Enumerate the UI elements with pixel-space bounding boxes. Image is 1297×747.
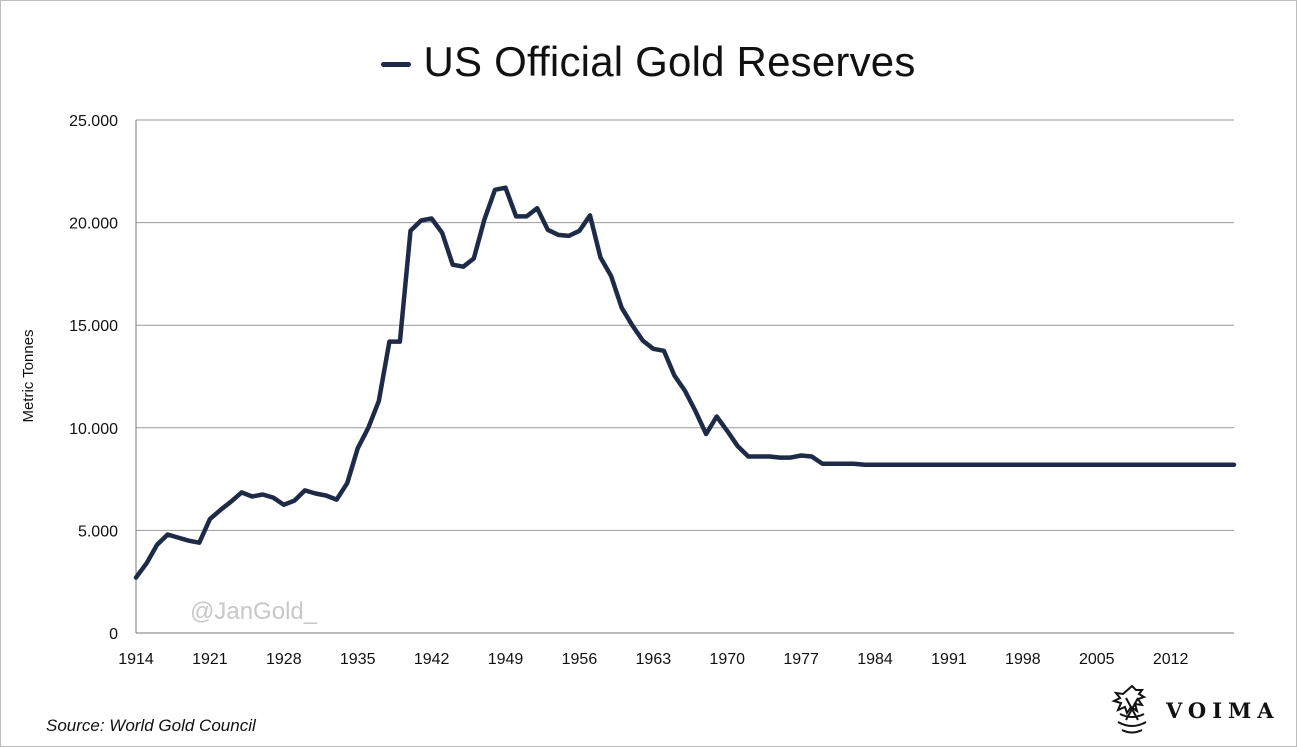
y-tick-label: 15.000 xyxy=(69,318,118,335)
x-tick-label: 1963 xyxy=(636,651,672,668)
chart-title-text: US Official Gold Reserves xyxy=(423,38,916,85)
y-tick-labels: 0 5.000 10.000 15.000 20.000 25.000 xyxy=(69,113,118,643)
legend-swatch xyxy=(381,61,412,67)
gridlines xyxy=(136,119,1234,531)
y-tick-label: 10.000 xyxy=(69,421,118,438)
x-tick-label: 1921 xyxy=(192,651,228,668)
x-tick-label: 1914 xyxy=(118,651,154,668)
x-tick-label: 2005 xyxy=(1079,651,1115,668)
x-tick-label: 1942 xyxy=(414,651,450,668)
series-group xyxy=(133,185,1237,580)
logo-wordmark: VOIMA xyxy=(1166,697,1280,723)
griffin-crest-icon xyxy=(1111,684,1147,734)
series-line-us-gold-reserves xyxy=(133,185,1237,580)
y-axis-label: Metric Tonnes xyxy=(20,329,37,422)
axes xyxy=(135,120,1234,634)
y-tick-label: 20.000 xyxy=(69,216,118,233)
x-tick-label: 1935 xyxy=(340,651,376,668)
x-tick-label: 1928 xyxy=(266,651,302,668)
y-tick-label: 25.000 xyxy=(69,113,118,130)
x-tick-label: 1998 xyxy=(1005,651,1041,668)
x-tick-label: 1977 xyxy=(783,651,819,668)
x-tick-label: 1970 xyxy=(709,651,745,668)
x-tick-labels: 1914 1921 1928 1935 1942 1949 1956 1963 1970 1977… xyxy=(118,651,1188,668)
x-tick-label: 1991 xyxy=(931,651,967,668)
x-tick-label: 1949 xyxy=(488,651,524,668)
x-tick-label: 2012 xyxy=(1153,651,1189,668)
source-note: Source: World Gold Council xyxy=(46,716,256,735)
watermark: @JanGold_ xyxy=(190,598,318,625)
y-tick-label: 5.000 xyxy=(78,523,118,540)
x-tick-label: 1956 xyxy=(562,651,598,668)
voima-logo: VOIMA xyxy=(1110,684,1280,736)
y-tick-label: 0 xyxy=(109,626,118,643)
x-tick-label: 1984 xyxy=(857,651,893,668)
chart-title: US Official Gold Reserves xyxy=(0,38,1297,86)
